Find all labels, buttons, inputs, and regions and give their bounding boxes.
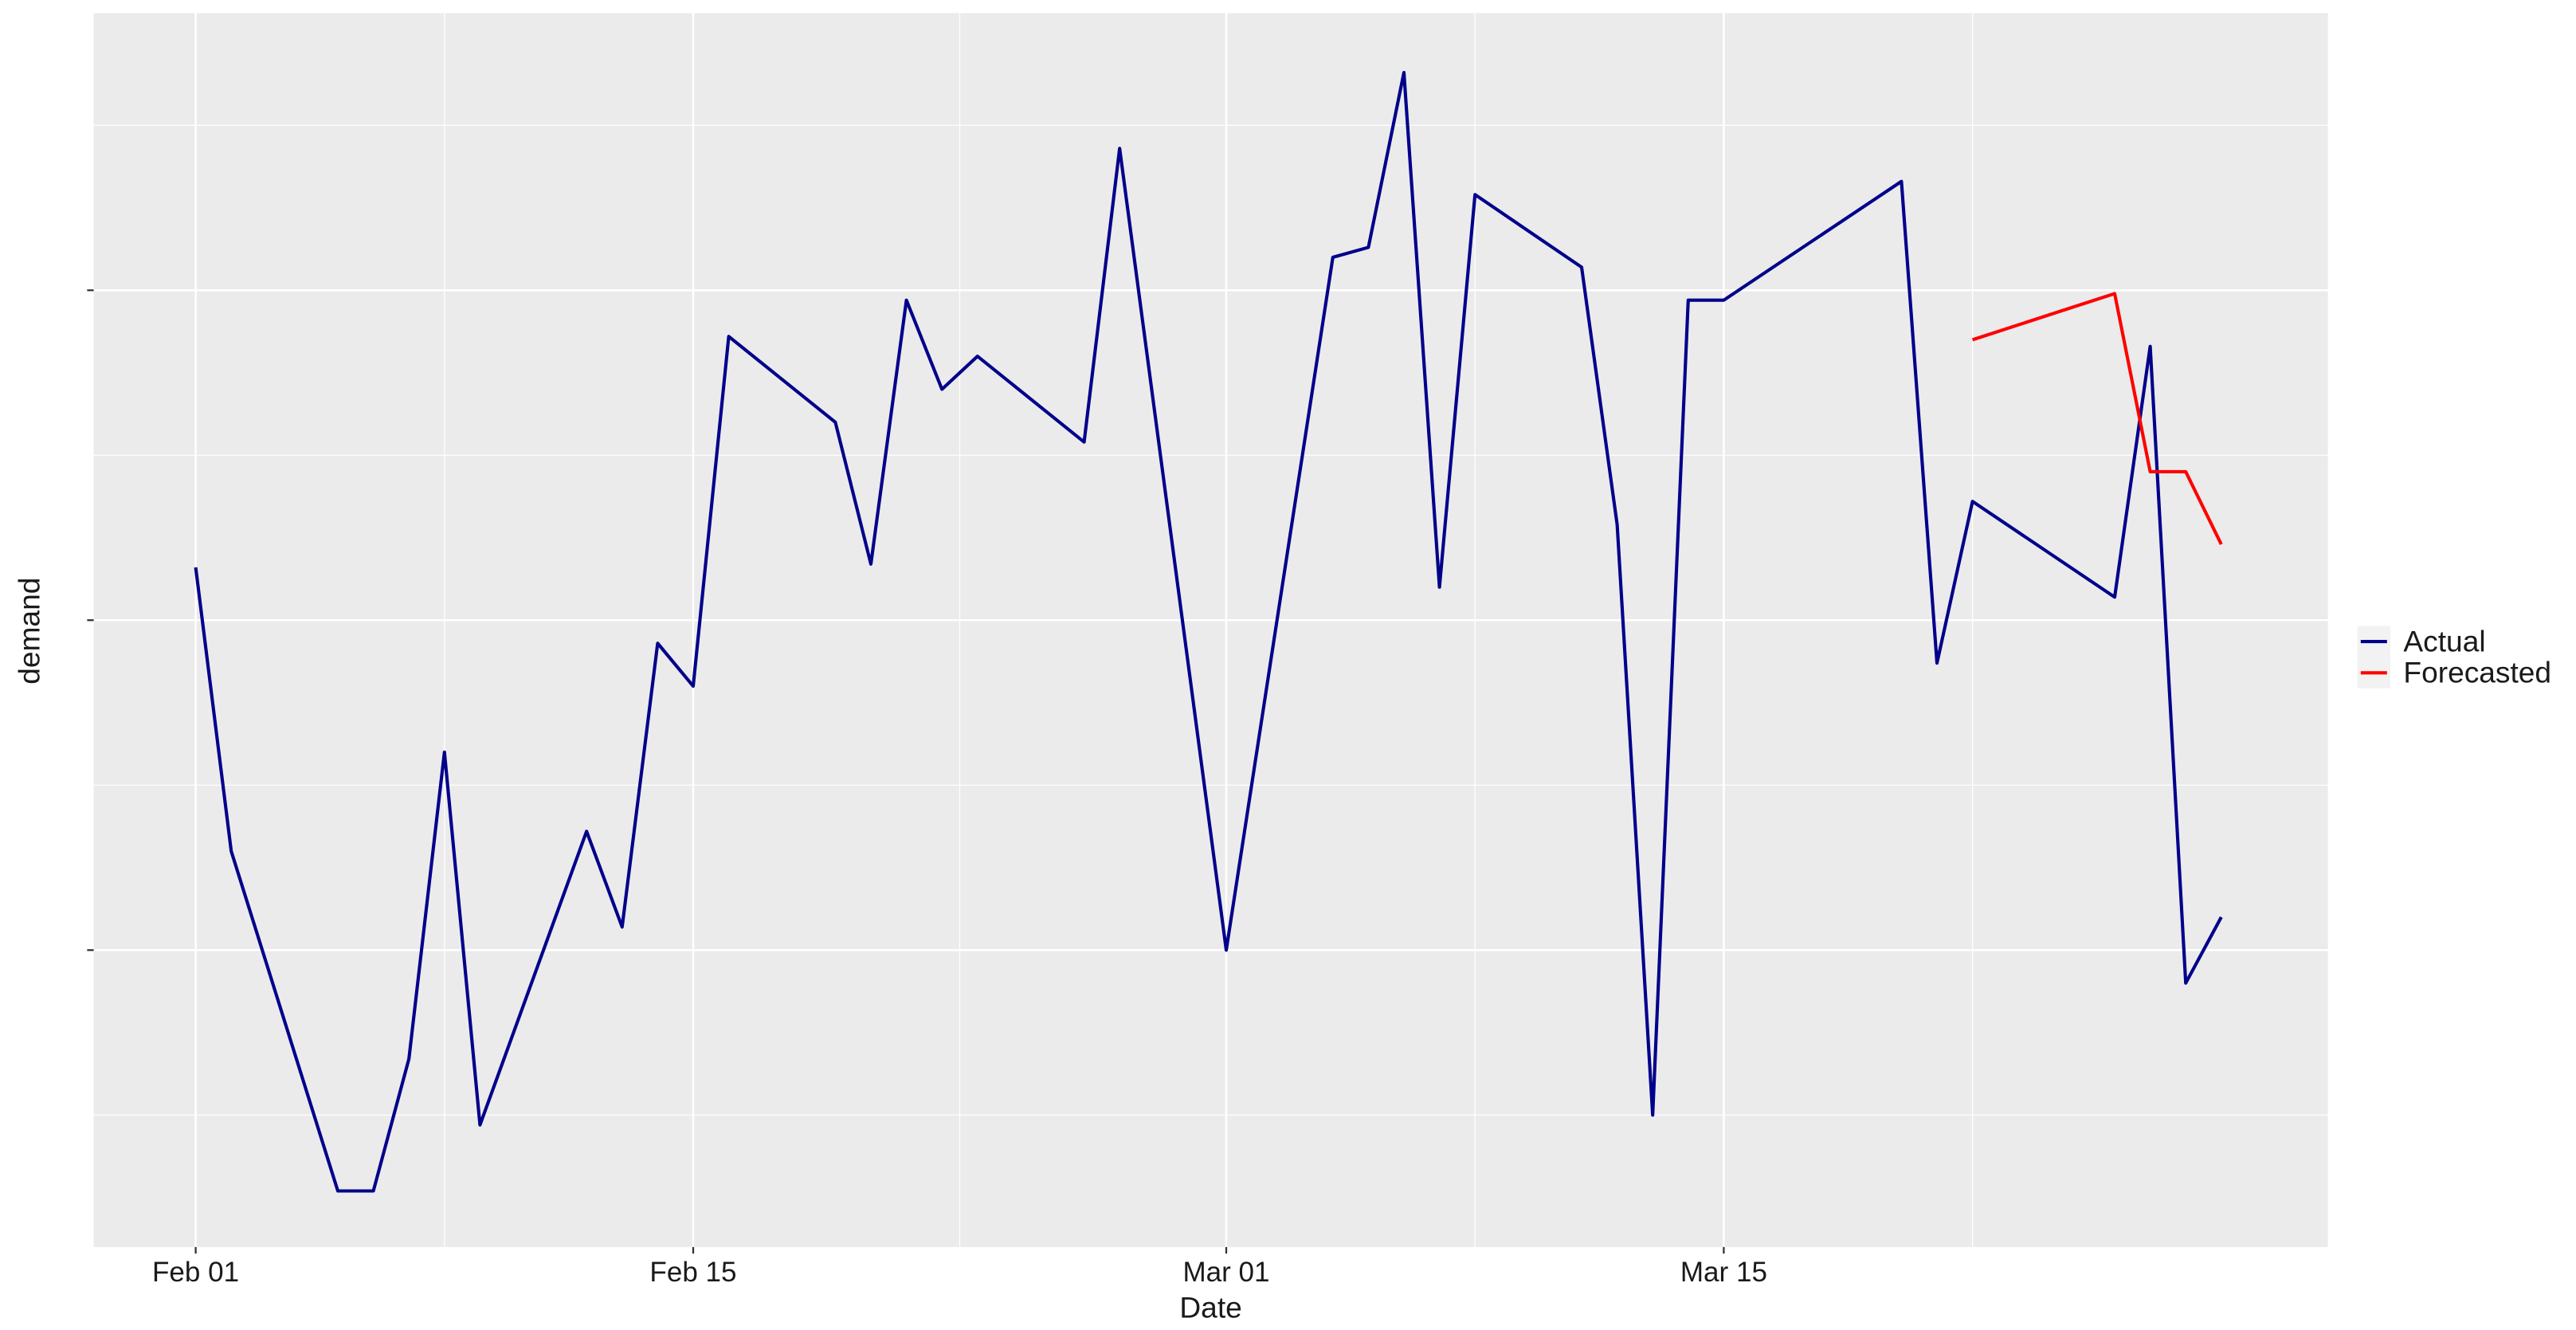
series-line <box>194 70 2223 1193</box>
x-tick-label: Feb 01 <box>152 1257 239 1288</box>
legend-label: Forecasted <box>2403 656 2551 689</box>
x-tick-label: Mar 01 <box>1182 1257 1269 1288</box>
x-tick-label: Feb 15 <box>649 1257 736 1288</box>
plot-panel <box>93 13 2328 1247</box>
x-axis-title: Date <box>1179 1291 1241 1324</box>
legend-label: Actual <box>2403 624 2485 657</box>
y-axis-title: demand <box>13 578 46 685</box>
x-tick-label: Mar 15 <box>1680 1257 1767 1288</box>
series-line <box>1971 292 2223 545</box>
axes: Feb 01 Feb 15 Mar 01 Mar 15 <box>87 289 1767 1288</box>
lines <box>194 70 2223 1193</box>
grid <box>93 13 2328 1247</box>
